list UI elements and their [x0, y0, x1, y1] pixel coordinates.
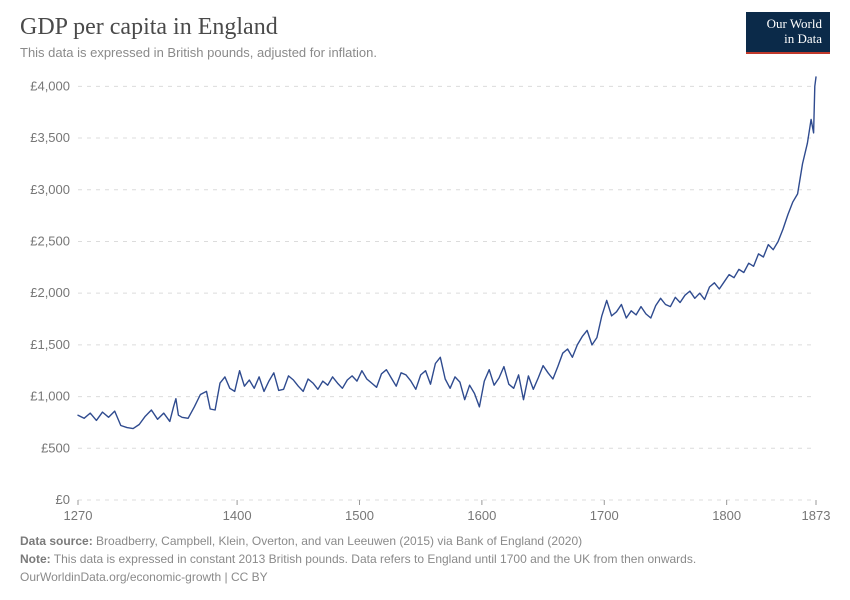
chart-area: £0 £500 £1,000 £1,500 £2,000 £2,500 £3,000 £3,5…: [20, 66, 830, 526]
y-tick-label: £1,000: [30, 389, 70, 404]
y-tick-label: £0: [56, 492, 70, 507]
line-chart: £0 £500 £1,000 £1,500 £2,000 £2,500 £3,000 £3,5…: [20, 66, 830, 526]
owid-logo: Our World in Data: [746, 12, 830, 54]
x-tick-label: 1873: [802, 508, 830, 523]
chart-subtitle: This data is expressed in British pounds…: [20, 45, 830, 60]
footer-url: OurWorldinData.org/economic-growth: [20, 570, 221, 584]
x-tick-label: 1800: [712, 508, 741, 523]
y-tick-label: £2,500: [30, 233, 70, 248]
y-tick-label: £3,000: [30, 182, 70, 197]
x-tick-label: 1600: [467, 508, 496, 523]
chart-title: GDP per capita in England: [20, 14, 830, 41]
source-text: Broadberry, Campbell, Klein, Overton, an…: [96, 534, 582, 548]
note-label: Note:: [20, 552, 51, 566]
chart-footer: Data source: Broadberry, Campbell, Klein…: [20, 532, 830, 586]
x-tick-label: 1270: [64, 508, 93, 523]
logo-line1: Our World: [767, 17, 822, 32]
y-tick-label: £1,500: [30, 337, 70, 352]
y-tick-label: £500: [41, 440, 70, 455]
gdp-line: [78, 77, 816, 429]
y-tick-label: £2,000: [30, 285, 70, 300]
x-tick-label: 1400: [223, 508, 252, 523]
x-tick-label: 1700: [590, 508, 619, 523]
x-tick-label: 1500: [345, 508, 374, 523]
y-tick-label: £4,000: [30, 78, 70, 93]
logo-line2: in Data: [784, 32, 822, 47]
source-label: Data source:: [20, 534, 93, 548]
y-tick-label: £3,500: [30, 130, 70, 145]
note-text: This data is expressed in constant 2013 …: [54, 552, 696, 566]
footer-license: CC BY: [231, 570, 268, 584]
